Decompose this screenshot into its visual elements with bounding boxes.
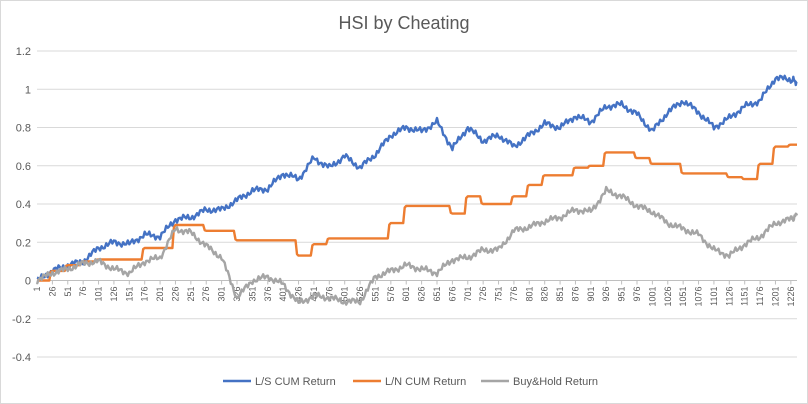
x-tick-label: 851 (555, 287, 565, 302)
x-tick-label: 1226 (786, 287, 796, 307)
y-tick-label: -0.2 (12, 314, 31, 326)
x-axis: 1 26 51 76 101 126 151 176 201 226 251 276 301 326 351… (32, 280, 797, 307)
legend: L/S CUM Return L/N CUM Return Buy&Hold Ret… (223, 376, 598, 388)
x-tick-label: 376 (263, 287, 273, 302)
x-tick-label: 901 (586, 287, 596, 302)
y-tick-label: 0.4 (16, 199, 31, 211)
y-tick-label: 0 (25, 276, 31, 288)
x-tick-label: 1201 (770, 287, 780, 307)
x-tick-label: 1 (32, 287, 42, 292)
x-tick-label: 426 (294, 287, 304, 302)
x-tick-label: 1126 (724, 287, 734, 306)
series-lines (35, 74, 799, 306)
x-tick-label: 301 (217, 287, 227, 302)
x-tick-label: 326 (232, 287, 242, 302)
chart-title: HSI by Cheating (338, 13, 469, 33)
x-tick-label: 151 (124, 287, 134, 302)
x-tick-label: 1051 (678, 287, 688, 307)
y-axis-ticks: 1.2 1 0.8 0.6 0.4 0.2 0 -0.2 -0.4 (12, 46, 31, 364)
x-tick-label: 951 (617, 287, 627, 302)
x-tick-label: 626 (417, 287, 427, 302)
x-tick-label: 726 (478, 287, 488, 302)
x-tick-label: 976 (632, 287, 642, 302)
x-tick-label: 76 (78, 287, 88, 297)
y-tick-label: 1.2 (16, 46, 31, 58)
x-tick-label: 501 (340, 287, 350, 302)
x-tick-label: 251 (186, 287, 196, 302)
x-tick-label: 1151 (740, 287, 750, 306)
x-tick-label: 401 (278, 287, 288, 302)
series-line-l-s-cum-return (36, 74, 798, 281)
x-tick-label: 201 (155, 287, 165, 302)
y-tick-label: 0.2 (16, 237, 31, 249)
y-tick-label: 0.6 (16, 161, 31, 173)
x-tick-label: 1026 (663, 287, 673, 307)
x-tick-label: 601 (401, 287, 411, 302)
x-tick-label: 351 (247, 287, 257, 302)
y-tick-label: 1 (25, 84, 31, 96)
legend-label: Buy&Hold Return (513, 376, 598, 388)
x-tick-label: 126 (109, 287, 119, 302)
x-tick-label: 26 (47, 287, 57, 297)
x-tick-label: 276 (201, 287, 211, 302)
x-tick-label: 801 (524, 287, 534, 302)
x-tick-label: 776 (509, 287, 519, 302)
x-tick-label: 876 (570, 287, 580, 302)
y-tick-label: -0.4 (12, 352, 31, 364)
x-tick-label: 526 (355, 287, 365, 302)
x-tick-label: 1076 (694, 287, 704, 307)
legend-label: L/S CUM Return (255, 376, 336, 388)
series-line-buy-hold-return (35, 185, 799, 306)
x-tick-label: 476 (324, 287, 334, 302)
x-tick-label: 1176 (755, 287, 765, 306)
x-tick-label: 676 (447, 287, 457, 302)
x-tick-label: 101 (94, 287, 104, 302)
x-tick-label: 751 (494, 287, 504, 302)
x-tick-label: 1001 (647, 287, 657, 307)
y-tick-label: 0.8 (16, 123, 31, 135)
grid-lines (37, 50, 797, 358)
x-tick-label: 176 (140, 287, 150, 302)
x-tick-label: 1101 (709, 287, 719, 306)
x-tick-label: 826 (540, 287, 550, 302)
x-tick-label: 701 (463, 287, 473, 302)
x-tick-label: 551 (370, 287, 380, 302)
x-tick-label: 651 (432, 287, 442, 302)
x-tick-label: 51 (63, 287, 73, 297)
x-tick-label: 226 (170, 287, 180, 302)
legend-label: L/N CUM Return (385, 376, 466, 388)
x-tick-label: 926 (601, 287, 611, 302)
x-tick-label: 576 (386, 287, 396, 302)
